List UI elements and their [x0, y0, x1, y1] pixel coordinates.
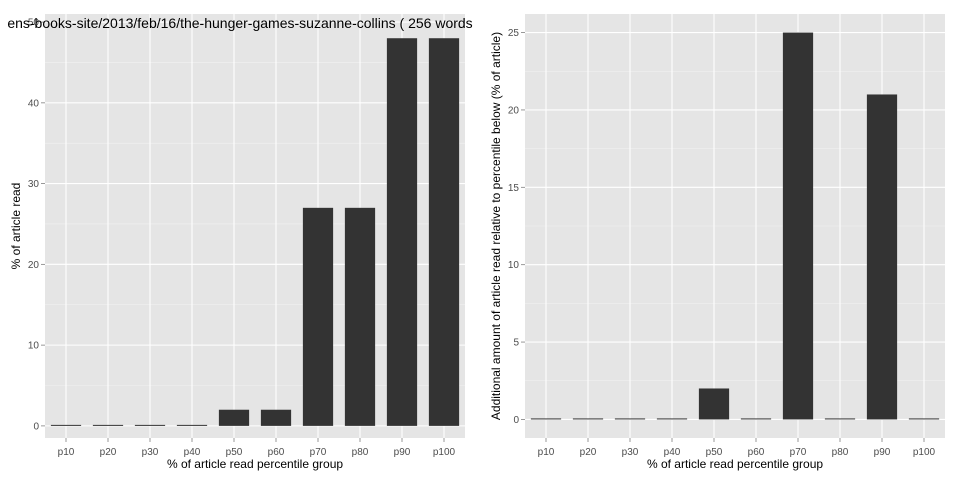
left-y-tick-label: 30	[28, 179, 40, 190]
left-y-tick-label: 0	[33, 421, 39, 432]
right-y-tick-label: 10	[508, 260, 520, 271]
right-x-tick-label: p40	[664, 447, 681, 458]
left-y-tick-label: 10	[28, 341, 40, 352]
left-bar-p20	[92, 424, 124, 426]
left-bar-p100	[428, 38, 460, 426]
left-x-tick-label: p60	[268, 447, 285, 458]
right-x-tick-label: p30	[622, 447, 639, 458]
right-y-tick-label: 20	[508, 105, 520, 116]
left-x-tick-label: p90	[394, 447, 411, 458]
left-x-tick-label: p50	[226, 447, 243, 458]
right-x-tick-label: p10	[538, 447, 555, 458]
left-y-tick-label: 20	[28, 260, 40, 271]
left-bar-p70	[302, 207, 334, 426]
right-x-tick-label: p90	[874, 447, 891, 458]
left-bar-p10	[50, 424, 82, 426]
left-x-axis-title: % of article read percentile group	[167, 457, 343, 471]
right-bar-p60	[740, 418, 772, 420]
left-x-tick-label: p70	[310, 447, 327, 458]
left-bar-p30	[134, 424, 166, 426]
right-x-tick-label: p20	[580, 447, 597, 458]
left-bar-p50	[218, 409, 250, 426]
right-x-tick-label: p70	[790, 447, 807, 458]
right-y-axis-title: Additional amount of article read relati…	[489, 32, 503, 420]
left-bar-p40	[176, 424, 208, 426]
right-bar-p100	[908, 418, 940, 420]
right-y-tick-label: 0	[513, 415, 519, 426]
right-bar-p50	[698, 388, 730, 420]
right-bar-p70	[782, 32, 814, 420]
left-bar-p80	[344, 207, 376, 426]
left-x-tick-label: p20	[100, 447, 117, 458]
left-x-tick-label: p40	[184, 447, 201, 458]
left-chart-title: ens-books-site/2013/feb/16/the-hunger-ga…	[7, 15, 472, 31]
left-x-tick-label: p10	[58, 447, 75, 458]
right-x-tick-label: p100	[913, 447, 936, 458]
right-bar-p20	[572, 418, 604, 420]
right-bar-p40	[656, 418, 688, 420]
right-x-axis-title: % of article read percentile group	[647, 457, 823, 471]
right-y-tick-label: 25	[508, 28, 520, 39]
left-x-tick-label: p30	[142, 447, 159, 458]
left-y-tick-label: 40	[28, 98, 40, 109]
right-x-tick-label: p50	[706, 447, 723, 458]
right-bar-p90	[866, 94, 898, 420]
left-bar-p90	[386, 38, 418, 426]
left-bar-p60	[260, 409, 292, 426]
right-x-tick-label: p60	[748, 447, 765, 458]
left-y-axis-title: % of article read	[9, 183, 23, 270]
right-y-tick-label: 15	[508, 183, 520, 194]
right-bar-p30	[614, 418, 646, 420]
left-y-tick-label: 50	[28, 18, 40, 29]
left-x-tick-label: p80	[352, 447, 369, 458]
right-bar-p10	[530, 418, 562, 420]
left-x-tick-label: p100	[433, 447, 456, 458]
right-bar-p80	[824, 418, 856, 420]
right-y-tick-label: 5	[513, 338, 519, 349]
right-x-tick-label: p80	[832, 447, 849, 458]
